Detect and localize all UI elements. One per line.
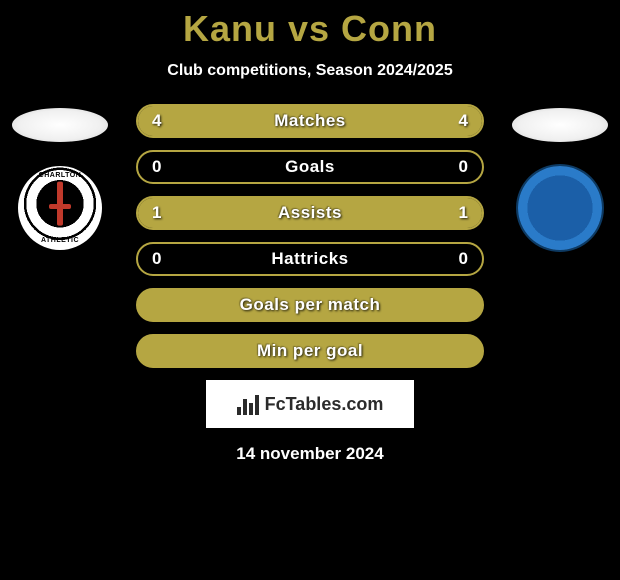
- stat-value-right: 0: [459, 249, 468, 269]
- stat-value-right: 1: [459, 203, 468, 223]
- snapshot-date: 14 november 2024: [0, 444, 620, 464]
- stat-value-left: 0: [152, 249, 161, 269]
- page-subtitle: Club competitions, Season 2024/2025: [0, 62, 620, 80]
- club-crest-left: CHARLTON ATHLETIC: [18, 166, 102, 250]
- crest-text-top: CHARLTON: [18, 172, 102, 179]
- stat-label: Min per goal: [257, 341, 363, 361]
- page-title: Kanu vs Conn: [0, 0, 620, 50]
- stat-label: Goals per match: [240, 295, 381, 315]
- crest-text-bottom: ATHLETIC: [18, 237, 102, 244]
- club-crest-right: [518, 166, 602, 250]
- stat-value-left: 4: [152, 111, 161, 131]
- sword-hilt-icon: [49, 204, 71, 209]
- stat-value-right: 4: [459, 111, 468, 131]
- stat-value-left: 1: [152, 203, 161, 223]
- stat-row: 0 Hattricks 0: [136, 242, 484, 276]
- watermark-text: FcTables.com: [265, 394, 384, 415]
- shield-icon: [518, 166, 602, 250]
- player-avatar-left: [12, 108, 108, 142]
- watermark-badge: FcTables.com: [206, 380, 414, 428]
- stat-row: Min per goal: [136, 334, 484, 368]
- stat-value-right: 0: [459, 157, 468, 177]
- stat-label: Hattricks: [271, 249, 348, 269]
- stat-row: Goals per match: [136, 288, 484, 322]
- stat-row: 1 Assists 1: [136, 196, 484, 230]
- stat-row: 0 Goals 0: [136, 150, 484, 184]
- comparison-stage: CHARLTON ATHLETIC 4 Matches 4 0 Goals 0 1 Assis…: [0, 104, 620, 464]
- stat-row: 4 Matches 4: [136, 104, 484, 138]
- stat-value-left: 0: [152, 157, 161, 177]
- stat-label: Matches: [274, 111, 346, 131]
- stat-label: Goals: [285, 157, 335, 177]
- bar-chart-icon: [237, 393, 259, 415]
- player-avatar-right: [512, 108, 608, 142]
- stats-panel: 4 Matches 4 0 Goals 0 1 Assists 1 0 Hattricks 0 Goal…: [136, 104, 484, 368]
- stat-label: Assists: [278, 203, 342, 223]
- shield-icon: CHARLTON ATHLETIC: [18, 166, 102, 250]
